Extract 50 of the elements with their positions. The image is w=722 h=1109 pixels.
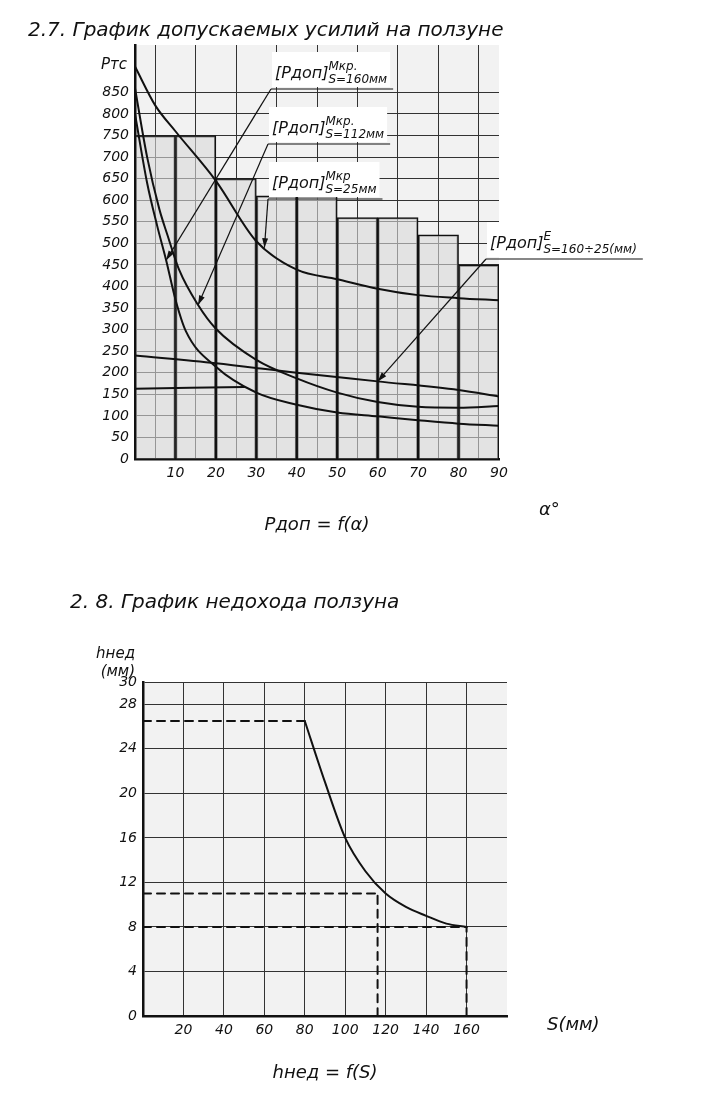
x-tick-label: 40 (287, 464, 306, 481)
y-tick-label: 650 (102, 169, 130, 186)
x-tick-label: 80 (449, 464, 468, 481)
y-tick-label: 8 (128, 917, 138, 934)
x-tick-label: 60 (255, 1021, 274, 1038)
y-tick-label: 400 (102, 277, 130, 294)
y-tick-label: 200 (102, 363, 130, 380)
x-tick-label: 80 (295, 1021, 314, 1038)
y-tick-label: 0 (120, 449, 130, 466)
y-tick-label: 20 (119, 783, 138, 800)
y-tick-label: 4 (128, 962, 137, 979)
chart-title: 2. 8. График недохода ползуна (70, 589, 400, 613)
y-tick-label: 300 (102, 320, 130, 337)
y-tick-label: 250 (102, 341, 130, 358)
y-tick-label: 150 (102, 384, 130, 401)
x-tick-label: 100 (331, 1021, 359, 1038)
x-tick-label: 30 (247, 464, 266, 481)
y-tick-label: 550 (102, 212, 130, 229)
y-tick-label: 28 (119, 694, 138, 711)
y-tick-label: 700 (102, 147, 130, 164)
x-tick-label: 20 (206, 464, 225, 481)
x-tick-label: 140 (412, 1021, 440, 1038)
x-tick-label: 70 (409, 464, 428, 481)
x-tick-label: 40 (214, 1021, 233, 1038)
x-tick-label: 160 (453, 1021, 480, 1038)
y-tick-label: 0 (128, 1006, 138, 1023)
y-tick-label: 16 (119, 828, 138, 845)
x-tick-label: 120 (372, 1021, 400, 1038)
text: hнед = f(S) (272, 1061, 378, 1082)
y-tick-label: 850 (102, 83, 130, 100)
x-tick-label: 50 (328, 464, 347, 481)
y-tick-label: 500 (102, 234, 130, 251)
x-tick-label: 90 (490, 464, 508, 481)
y-axis-title: Ртс (100, 55, 128, 73)
x-axis-title: S(мм) (547, 1013, 600, 1034)
y-tick-label: 24 (119, 739, 137, 756)
y-tick-label: 750 (102, 126, 130, 143)
text: Рдоп = f(α) (264, 513, 370, 534)
chart-title: 2.7. График допускаемых усилий на ползуне (28, 17, 504, 41)
y-tick-label: 12 (119, 873, 138, 890)
x-tick-label: 10 (166, 464, 185, 481)
y-tick-label: 100 (102, 406, 130, 423)
y-tick-label: 50 (111, 428, 130, 445)
y-tick-label: 600 (102, 190, 130, 207)
y-tick-label: 450 (102, 255, 130, 272)
y-tick-label: 800 (102, 104, 130, 121)
y-tick-label: 350 (102, 298, 130, 315)
x-tick-label: 60 (368, 464, 387, 481)
x-axis-title: α° (539, 498, 560, 519)
x-tick-label: 20 (174, 1021, 193, 1038)
